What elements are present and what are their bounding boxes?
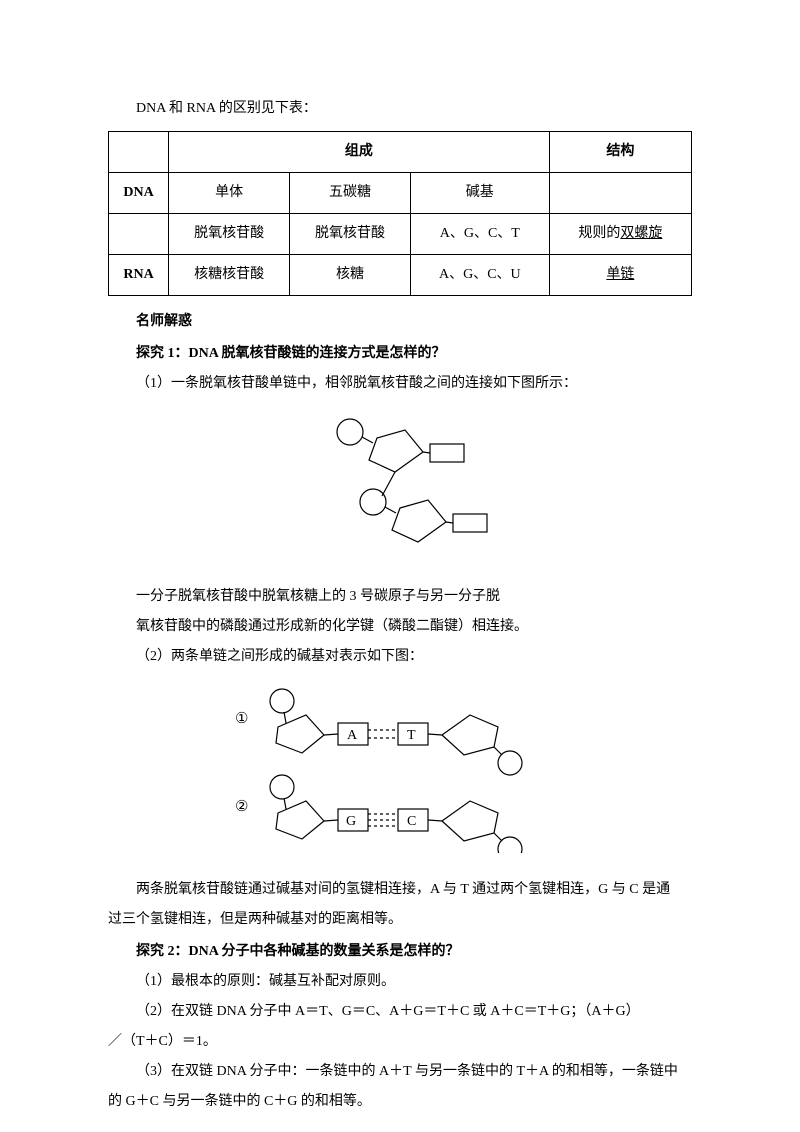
th-structure: 结构 [549, 132, 691, 173]
explore1-p5: 两条脱氧核苷酸链通过碱基对间的氢键相连接，A 与 T 通过两个氢键相连，G 与 … [108, 876, 692, 904]
explore1-p3: 氧核苷酸中的磷酸通过形成新的化学键（磷酸二酯键）相连接。 [108, 613, 692, 641]
explore2-p4: （3）在双链 DNA 分子中：一条链中的 A＋T 与另一条链中的 T＋A 的和相… [108, 1058, 692, 1086]
label-1: ① [235, 711, 248, 727]
td-r2-sugar: 核糖 [290, 255, 411, 296]
th-empty [109, 132, 169, 173]
th-composition: 组成 [169, 132, 549, 173]
td-r1-struct: 规则的双螺旋 [549, 214, 691, 255]
table-header-row: 组成 结构 [109, 132, 692, 173]
nucleotide-chain-diagram [108, 410, 692, 571]
td-dna: DNA [109, 173, 169, 214]
label-2: ② [235, 799, 248, 815]
struct-underline: 双螺旋 [620, 226, 662, 241]
struct-underline-2: 单链 [606, 267, 634, 282]
base-t: T [407, 728, 416, 743]
td-r1-sugar: 脱氧核苷酸 [290, 214, 411, 255]
base-c: C [407, 814, 416, 829]
explore2-p2: （2）在双链 DNA 分子中 A＝T、G＝C、A＋G＝T＋C 或 A＋C＝T＋G… [108, 998, 692, 1026]
explore2-p3: ／（T＋C）＝1。 [108, 1028, 692, 1056]
table-row-rna: RNA 核糖核苷酸 核糖 A、G、C、U 单链 [109, 255, 692, 296]
explore2-title: 探究 2：DNA 分子中各种碱基的数量关系是怎样的？ [108, 938, 692, 966]
explore1-p1: （1）一条脱氧核苷酸单链中，相邻脱氧核苷酸之间的连接如下图所示： [108, 370, 692, 398]
explore1-p4: （2）两条单链之间形成的碱基对表示如下图： [108, 643, 692, 671]
base-a: A [347, 728, 358, 743]
td-monomer-h: 单体 [169, 173, 290, 214]
td-sugar-h: 五碳糖 [290, 173, 411, 214]
td-r2-base: A、G、C、U [410, 255, 549, 296]
td-r2-monomer: 核糖核苷酸 [169, 255, 290, 296]
teacher-section: 名师解惑 [108, 308, 692, 336]
intro-text: DNA 和 RNA 的区别见下表： [108, 95, 692, 123]
table-subheader-row: DNA 单体 五碳糖 碱基 [109, 173, 692, 214]
td-r1-base: A、G、C、T [410, 214, 549, 255]
explore1-title: 探究 1：DNA 脱氧核苷酸链的连接方式是怎样的？ [108, 340, 692, 368]
td-r1-empty [109, 214, 169, 255]
explore2-p1: （1）最根本的原则：碱基互补配对原则。 [108, 968, 692, 996]
td-r1-monomer: 脱氧核苷酸 [169, 214, 290, 255]
td-base-h: 碱基 [410, 173, 549, 214]
explore1-p6: 过三个氢键相连，但是两种碱基对的距离相等。 [108, 906, 692, 934]
base-g: G [346, 814, 356, 829]
td-struct-empty [549, 173, 691, 214]
dna-rna-table: 组成 结构 DNA 单体 五碳糖 碱基 脱氧核苷酸 脱氧核苷酸 A、G、C、T … [108, 131, 692, 296]
td-rna: RNA [109, 255, 169, 296]
base-pair-diagram: ① A T ② G [108, 683, 692, 864]
explore2-p5: 的 G＋C 与另一条链中的 C＋G 的和相等。 [108, 1088, 692, 1116]
explore1-p2: 一分子脱氧核苷酸中脱氧核糖上的 3 号碳原子与另一分子脱 [108, 583, 692, 611]
td-r2-struct: 单链 [549, 255, 691, 296]
struct-prefix: 规则的 [578, 226, 620, 241]
table-row-dna: 脱氧核苷酸 脱氧核苷酸 A、G、C、T 规则的双螺旋 [109, 214, 692, 255]
